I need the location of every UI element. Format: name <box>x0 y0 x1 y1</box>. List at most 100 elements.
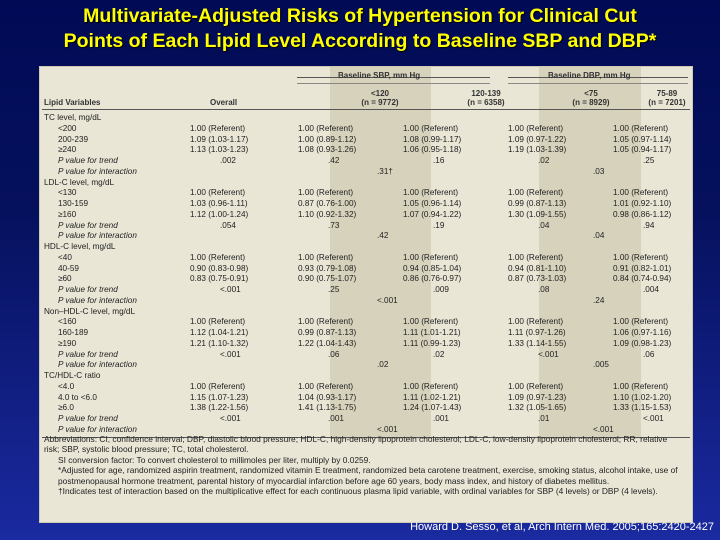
row-label: <200 <box>58 123 77 133</box>
table-cell: 1.06 (0.97-1.16) <box>613 328 672 337</box>
interaction-sbp: <.001 <box>377 295 398 305</box>
table-cell: 0.90 (0.75-1.07) <box>298 274 357 284</box>
row-label: ≥160 <box>58 209 77 219</box>
table-cell: 1.00 (Referent) <box>298 317 354 327</box>
col-dbp1-n: (n = 8929) <box>572 98 610 107</box>
table-cell: 1.15 (1.07-1.23) <box>190 392 249 402</box>
table-cell: .16 <box>433 156 445 165</box>
row-label: P value for interaction <box>58 424 137 434</box>
table-cell: 1.11 (1.01-1.21) <box>403 328 461 337</box>
row-label: P value for trend <box>58 220 118 230</box>
table-cell: .73 <box>328 220 340 230</box>
table-cell: 1.00 (Referent) <box>613 317 669 327</box>
table-cell: .08 <box>538 285 550 294</box>
table-cell: 1.00 (Referent) <box>403 123 459 133</box>
table-cell: 1.11 (0.97-1.26) <box>508 328 566 337</box>
table-cell: 0.87 (0.73-1.03) <box>508 274 567 284</box>
col-header-lipid: Lipid Variables <box>44 98 101 107</box>
table-cell: 1.24 (1.07-1.43) <box>403 403 462 413</box>
group-header-dbp: Baseline DBP, mm Hg <box>548 71 631 80</box>
table-cell: 1.08 (0.99-1.17) <box>403 134 462 144</box>
table-cell: 1.33 (1.15-1.53) <box>613 403 672 413</box>
table-cell: .054 <box>220 220 236 230</box>
table-cell: 1.00 (Referent) <box>298 188 354 198</box>
table-cell: 1.00 (0.89-1.12) <box>298 134 357 144</box>
rule-table-bottom <box>42 437 690 438</box>
table-cell: .004 <box>643 285 659 294</box>
table-cell: 1.38 (1.22-1.56) <box>190 403 249 413</box>
table-cell: 1.11 (0.99-1.23) <box>403 338 461 348</box>
table-cell: <.001 <box>220 285 241 294</box>
footnote-dagger: †Indicates test of interaction based on … <box>58 486 658 497</box>
table-cell: 1.00 (Referent) <box>508 123 564 133</box>
table-cell: .19 <box>433 220 445 230</box>
table-cell: 0.99 (0.87-1.13) <box>508 199 567 208</box>
rule-sub-sbp <box>297 83 490 84</box>
table-cell: 1.00 (Referent) <box>190 188 246 198</box>
table-cell: 1.05 (0.97-1.14) <box>613 134 672 144</box>
table-cell: 1.00 (Referent) <box>508 317 564 327</box>
table-cell: 1.08 (0.93-1.26) <box>298 145 357 155</box>
table-cell: 1.00 (Referent) <box>613 252 669 262</box>
col-dbp2-range: 75-89 <box>656 89 678 98</box>
table-cell: <.001 <box>220 349 241 359</box>
table-cell: 1.00 (Referent) <box>508 188 564 198</box>
col-sbp1-n: (n = 9772) <box>361 98 399 107</box>
row-label: <4.0 <box>58 381 75 391</box>
row-label: P value for trend <box>58 349 118 359</box>
row-label: P value for trend <box>58 414 118 423</box>
col-dbp2-n: (n = 7201) <box>648 98 686 107</box>
citation: Howard D. Sesso, et al, Arch Intern Med.… <box>410 521 714 533</box>
table-cell: 1.00 (Referent) <box>298 381 354 391</box>
table-cell: 0.84 (0.74-0.94) <box>613 274 672 284</box>
row-label: ≥190 <box>58 338 77 348</box>
row-label: ≥6.0 <box>58 403 74 413</box>
table-cell: 1.00 (Referent) <box>298 123 354 133</box>
table-cell: 0.94 (0.85-1.04) <box>403 263 462 273</box>
row-label: <160 <box>58 317 77 327</box>
table-cell: 1.41 (1.13-1.75) <box>298 403 357 413</box>
interaction-dbp: .24 <box>593 295 605 305</box>
rule-header-bottom <box>42 109 690 110</box>
row-label: 4.0 to <6.0 <box>58 392 97 402</box>
row-label: P value for trend <box>58 156 118 165</box>
table-cell: 1.10 (1.02-1.20) <box>613 392 672 402</box>
col-dbp1-range: <75 <box>584 89 598 98</box>
table-cell: 1.00 (Referent) <box>403 188 459 198</box>
rule-sub-dbp <box>508 83 688 84</box>
interaction-dbp: .03 <box>593 166 605 176</box>
table-cell: 1.00 (Referent) <box>508 252 564 262</box>
row-label: P value for interaction <box>58 166 137 176</box>
table-cell: <.001 <box>643 414 664 423</box>
interaction-dbp: .04 <box>593 231 605 241</box>
slide-title: Multivariate-Adjusted Risks of Hypertens… <box>0 4 720 54</box>
table-cell: 1.09 (0.97-1.23) <box>508 392 567 402</box>
interaction-sbp: .02 <box>377 360 389 370</box>
table-cell: 1.00 (Referent) <box>508 381 564 391</box>
table-cell: 1.06 (0.95-1.18) <box>403 145 462 155</box>
row-label: 200-239 <box>58 134 89 144</box>
table-cell: 1.00 (Referent) <box>190 381 246 391</box>
table-cell: 0.86 (0.76-0.97) <box>403 274 462 284</box>
table-cell: <.001 <box>220 414 241 423</box>
footnote-adjusted: *Adjusted for age, randomized aspirin tr… <box>58 465 678 486</box>
table-cell: 0.94 (0.81-1.10) <box>508 263 567 273</box>
table-cell: 1.00 (Referent) <box>613 381 669 391</box>
table-cell: 1.00 (Referent) <box>403 252 459 262</box>
rule-top-dbp <box>508 77 688 78</box>
row-label: 160-189 <box>58 328 89 337</box>
table-cell: 1.10 (0.92-1.32) <box>298 209 357 219</box>
table-cell: 0.91 (0.82-1.01) <box>613 263 672 273</box>
table-cell: 0.99 (0.87-1.13) <box>298 328 357 337</box>
table-cell: 1.00 (Referent) <box>298 252 354 262</box>
table-cell: .94 <box>643 220 655 230</box>
table-cell: .02 <box>538 156 550 165</box>
table-cell: 1.32 (1.05-1.65) <box>508 403 567 413</box>
interaction-dbp: <.001 <box>593 424 614 434</box>
table-cell: .42 <box>328 156 340 165</box>
table-cell: 1.00 (Referent) <box>190 252 246 262</box>
dbp-shade <box>539 67 641 439</box>
table-cell: .04 <box>538 220 550 230</box>
row-label: <40 <box>58 252 72 262</box>
table-cell: .25 <box>328 285 340 294</box>
